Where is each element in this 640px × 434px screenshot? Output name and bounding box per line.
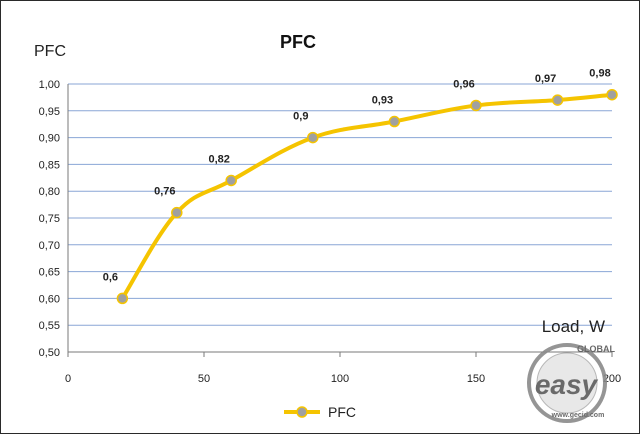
- series-pfc: [120, 92, 614, 301]
- legend: PFC: [284, 404, 356, 420]
- chart-title: PFC: [280, 32, 316, 52]
- data-label: 0,6: [103, 271, 118, 283]
- x-tick-label: 50: [198, 373, 210, 385]
- data-label: 0,97: [535, 73, 556, 85]
- x-tick-label: 100: [331, 373, 349, 385]
- grid-lines: [68, 83, 612, 326]
- y-tick-label: 0,85: [39, 159, 60, 171]
- data-point: [116, 292, 129, 305]
- data-label: 0,76: [154, 186, 175, 198]
- y-tick-label: 0,95: [39, 106, 60, 118]
- data-point: [171, 206, 183, 219]
- watermark-easy-text: easy: [535, 369, 599, 400]
- x-axis-label: Load, W: [542, 317, 605, 336]
- data-label: 0,82: [208, 153, 229, 165]
- y-tick-label: 0,50: [39, 347, 60, 359]
- y-tick-label: 0,90: [39, 133, 60, 145]
- data-label: 0,93: [372, 95, 393, 107]
- data-label: 0,9: [293, 111, 308, 123]
- data-points: [116, 88, 618, 305]
- data-point: [606, 88, 618, 101]
- y-tick-label: 0,70: [39, 240, 60, 252]
- y-tick-label: 0,75: [39, 213, 60, 225]
- y-axis-label: PFC: [34, 43, 66, 60]
- y-tick-label: 0,55: [39, 320, 60, 332]
- data-point: [388, 115, 401, 128]
- data-point: [551, 94, 564, 106]
- y-tick-label: 0,80: [39, 186, 60, 198]
- data-point: [307, 131, 319, 144]
- tick-labels: 0,500,550,600,650,700,750,800,850,900,95…: [39, 79, 622, 385]
- x-tick-label: 0: [65, 373, 71, 385]
- y-tick-label: 0,60: [39, 293, 60, 305]
- legend-marker: [296, 406, 308, 418]
- y-tick-label: 1,00: [39, 79, 60, 91]
- watermark-global-text: GLOBAL: [577, 344, 615, 354]
- axes: [67, 84, 613, 357]
- legend-label: PFC: [328, 404, 356, 420]
- data-labels: 0,6 0,76 0,82 0,9 0,93 0,96 0,97 0,98: [103, 68, 611, 284]
- easy-global-watermark-logo: easy GLOBAL www.gecid.com: [527, 343, 615, 423]
- watermark-url-text: www.gecid.com: [551, 412, 605, 419]
- data-point: [470, 99, 482, 112]
- data-label: 0,98: [589, 68, 610, 80]
- x-tick-label: 200: [603, 373, 621, 385]
- series-line-pfc: [120, 92, 614, 301]
- x-tick-label: 150: [467, 373, 485, 385]
- data-point: [225, 174, 237, 187]
- y-tick-label: 0,65: [39, 267, 60, 279]
- data-label: 0,96: [453, 78, 474, 90]
